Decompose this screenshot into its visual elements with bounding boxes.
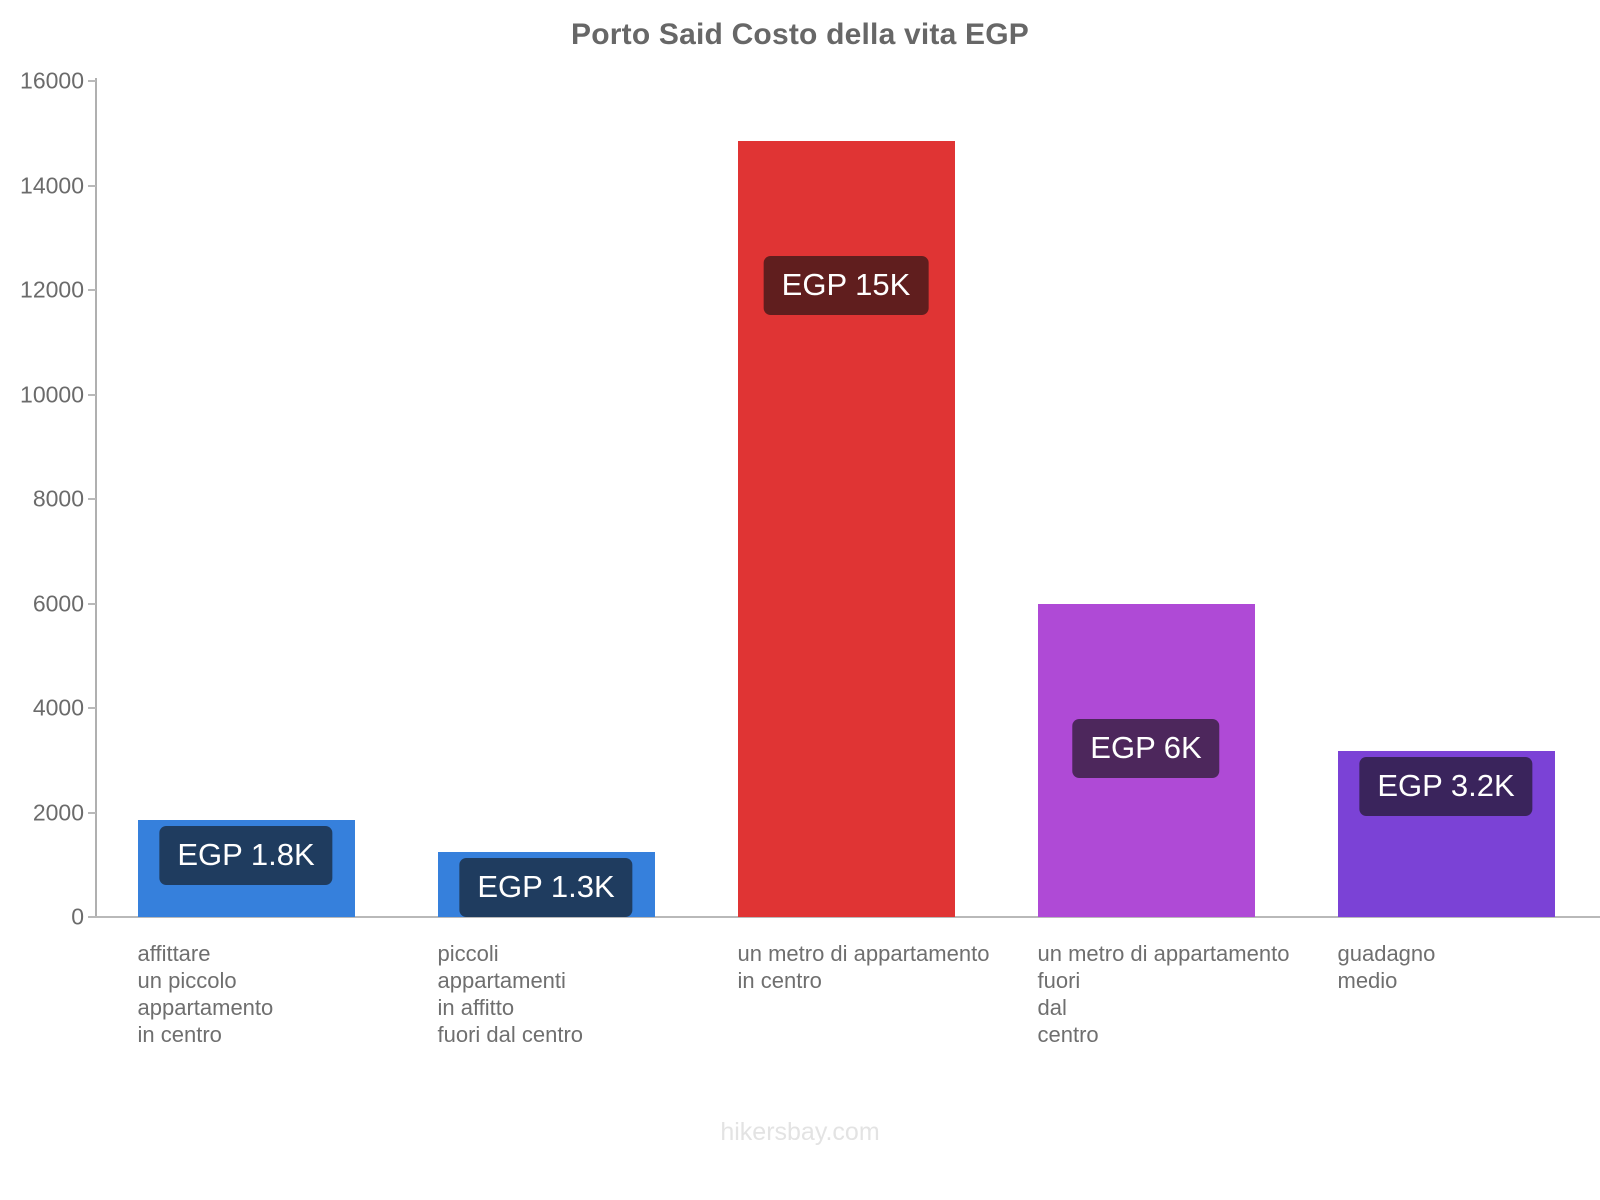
y-axis-tick-label: 6000: [32, 590, 84, 616]
y-axis-tick-label: 10000: [20, 381, 84, 407]
x-axis-category-label: affittare un piccolo appartamento in cen…: [137, 941, 274, 1047]
y-axis-tick-mark: [88, 811, 96, 814]
y-axis-tick-label: 8000: [32, 485, 84, 512]
y-axis-tick-mark: [88, 707, 96, 709]
x-axis-category-label: un metro di appartamento fuori dal centr…: [1037, 941, 1290, 1047]
y-axis-tick-label: 4000: [32, 694, 84, 721]
y-axis-tick-mark: [88, 80, 96, 82]
y-axis-tick-mark: [88, 184, 96, 187]
watermark: hikersbay.com: [720, 1118, 880, 1146]
y-axis-tick-mark: [88, 289, 96, 291]
bar-value-label: EGP 1.3K: [459, 857, 633, 917]
bar-value-label: EGP 3.2K: [1359, 756, 1533, 816]
y-axis-tick-mark: [88, 393, 96, 396]
bar-value-label: EGP 6K: [1072, 718, 1220, 778]
y-axis-tick-mark: [88, 602, 96, 605]
bar-value-label: EGP 15K: [763, 256, 929, 316]
y-axis-tick-mark: [88, 916, 96, 918]
y-axis-line: [95, 78, 97, 918]
y-axis-tick-label: 2000: [32, 799, 84, 825]
y-axis-tick-label: 14000: [20, 172, 84, 198]
x-axis-line: [88, 916, 1600, 918]
y-axis-tick-label: 0: [71, 903, 84, 930]
x-axis-category-label: piccoli appartamenti in affitto fuori da…: [437, 941, 584, 1047]
x-axis-category-label: un metro di appartamento in centro: [737, 941, 990, 993]
chart-title: Porto Said Costo della vita EGP: [571, 18, 1029, 51]
y-axis-tick-label: 16000: [20, 67, 84, 94]
bar-value-label: EGP 1.8K: [159, 826, 333, 886]
plot-area: 0 2000 4000 6000 8000 10000 12000 14000 16000 EGP…: [20, 68, 1596, 930]
y-axis-tick-mark: [88, 498, 96, 500]
x-axis-category-label: guadagno medio: [1337, 941, 1436, 993]
y-axis-tick-label: 12000: [20, 276, 84, 303]
